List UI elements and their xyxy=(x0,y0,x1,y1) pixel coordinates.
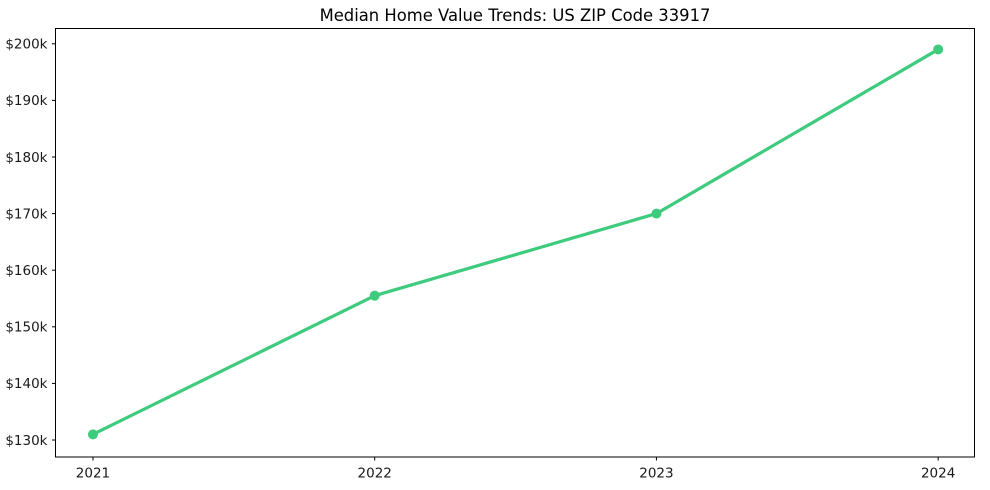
data-point-marker-2023 xyxy=(651,208,662,219)
chart-title: Median Home Value Trends: US ZIP Code 33… xyxy=(319,6,711,25)
plot-border xyxy=(55,28,975,458)
data-point-marker-2022 xyxy=(369,290,380,301)
y-tick-label: $160k xyxy=(5,263,47,279)
y-tick-label: $200k xyxy=(5,37,47,53)
x-tick-label: 2022 xyxy=(358,466,392,482)
y-tick-label: $130k xyxy=(5,433,47,449)
y-tick-label: $190k xyxy=(5,93,47,109)
y-tick-label: $150k xyxy=(5,320,47,336)
y-tick-label: $180k xyxy=(5,150,47,166)
data-point-marker-2021 xyxy=(87,429,98,440)
y-tick-label: $140k xyxy=(5,376,47,392)
x-tick-label: 2023 xyxy=(639,466,673,482)
data-point-marker-2024 xyxy=(933,44,944,55)
x-tick-label: 2021 xyxy=(76,466,110,482)
y-tick-label: $170k xyxy=(5,206,47,222)
x-tick-label: 2024 xyxy=(921,466,955,482)
trend-line xyxy=(91,47,940,436)
